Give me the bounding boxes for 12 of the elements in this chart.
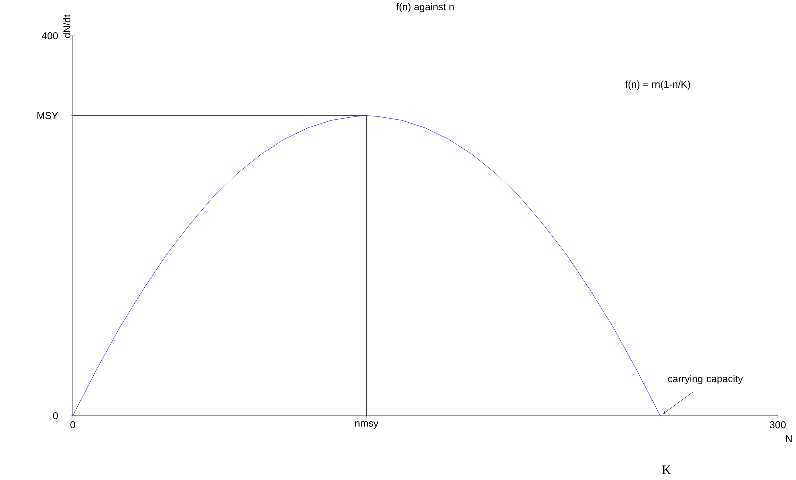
x-tick-label: 300 [770,422,786,429]
y-axis-title: dN/dt [63,14,71,38]
annotation: f(n) = rn(1-n/K) [625,80,690,90]
x-tick-label: 0 [70,422,76,429]
chart-title: f(n) against n [396,3,454,12]
text: K [662,466,672,474]
x-tick-label: nmsy [356,422,379,429]
y-tick-label: 400 [42,32,58,40]
x-axis-title: N [786,436,792,442]
annotation: carrying capacity [668,375,744,384]
y-tick-label: 0 [53,412,58,420]
y-tick-label: MSY [38,112,58,120]
